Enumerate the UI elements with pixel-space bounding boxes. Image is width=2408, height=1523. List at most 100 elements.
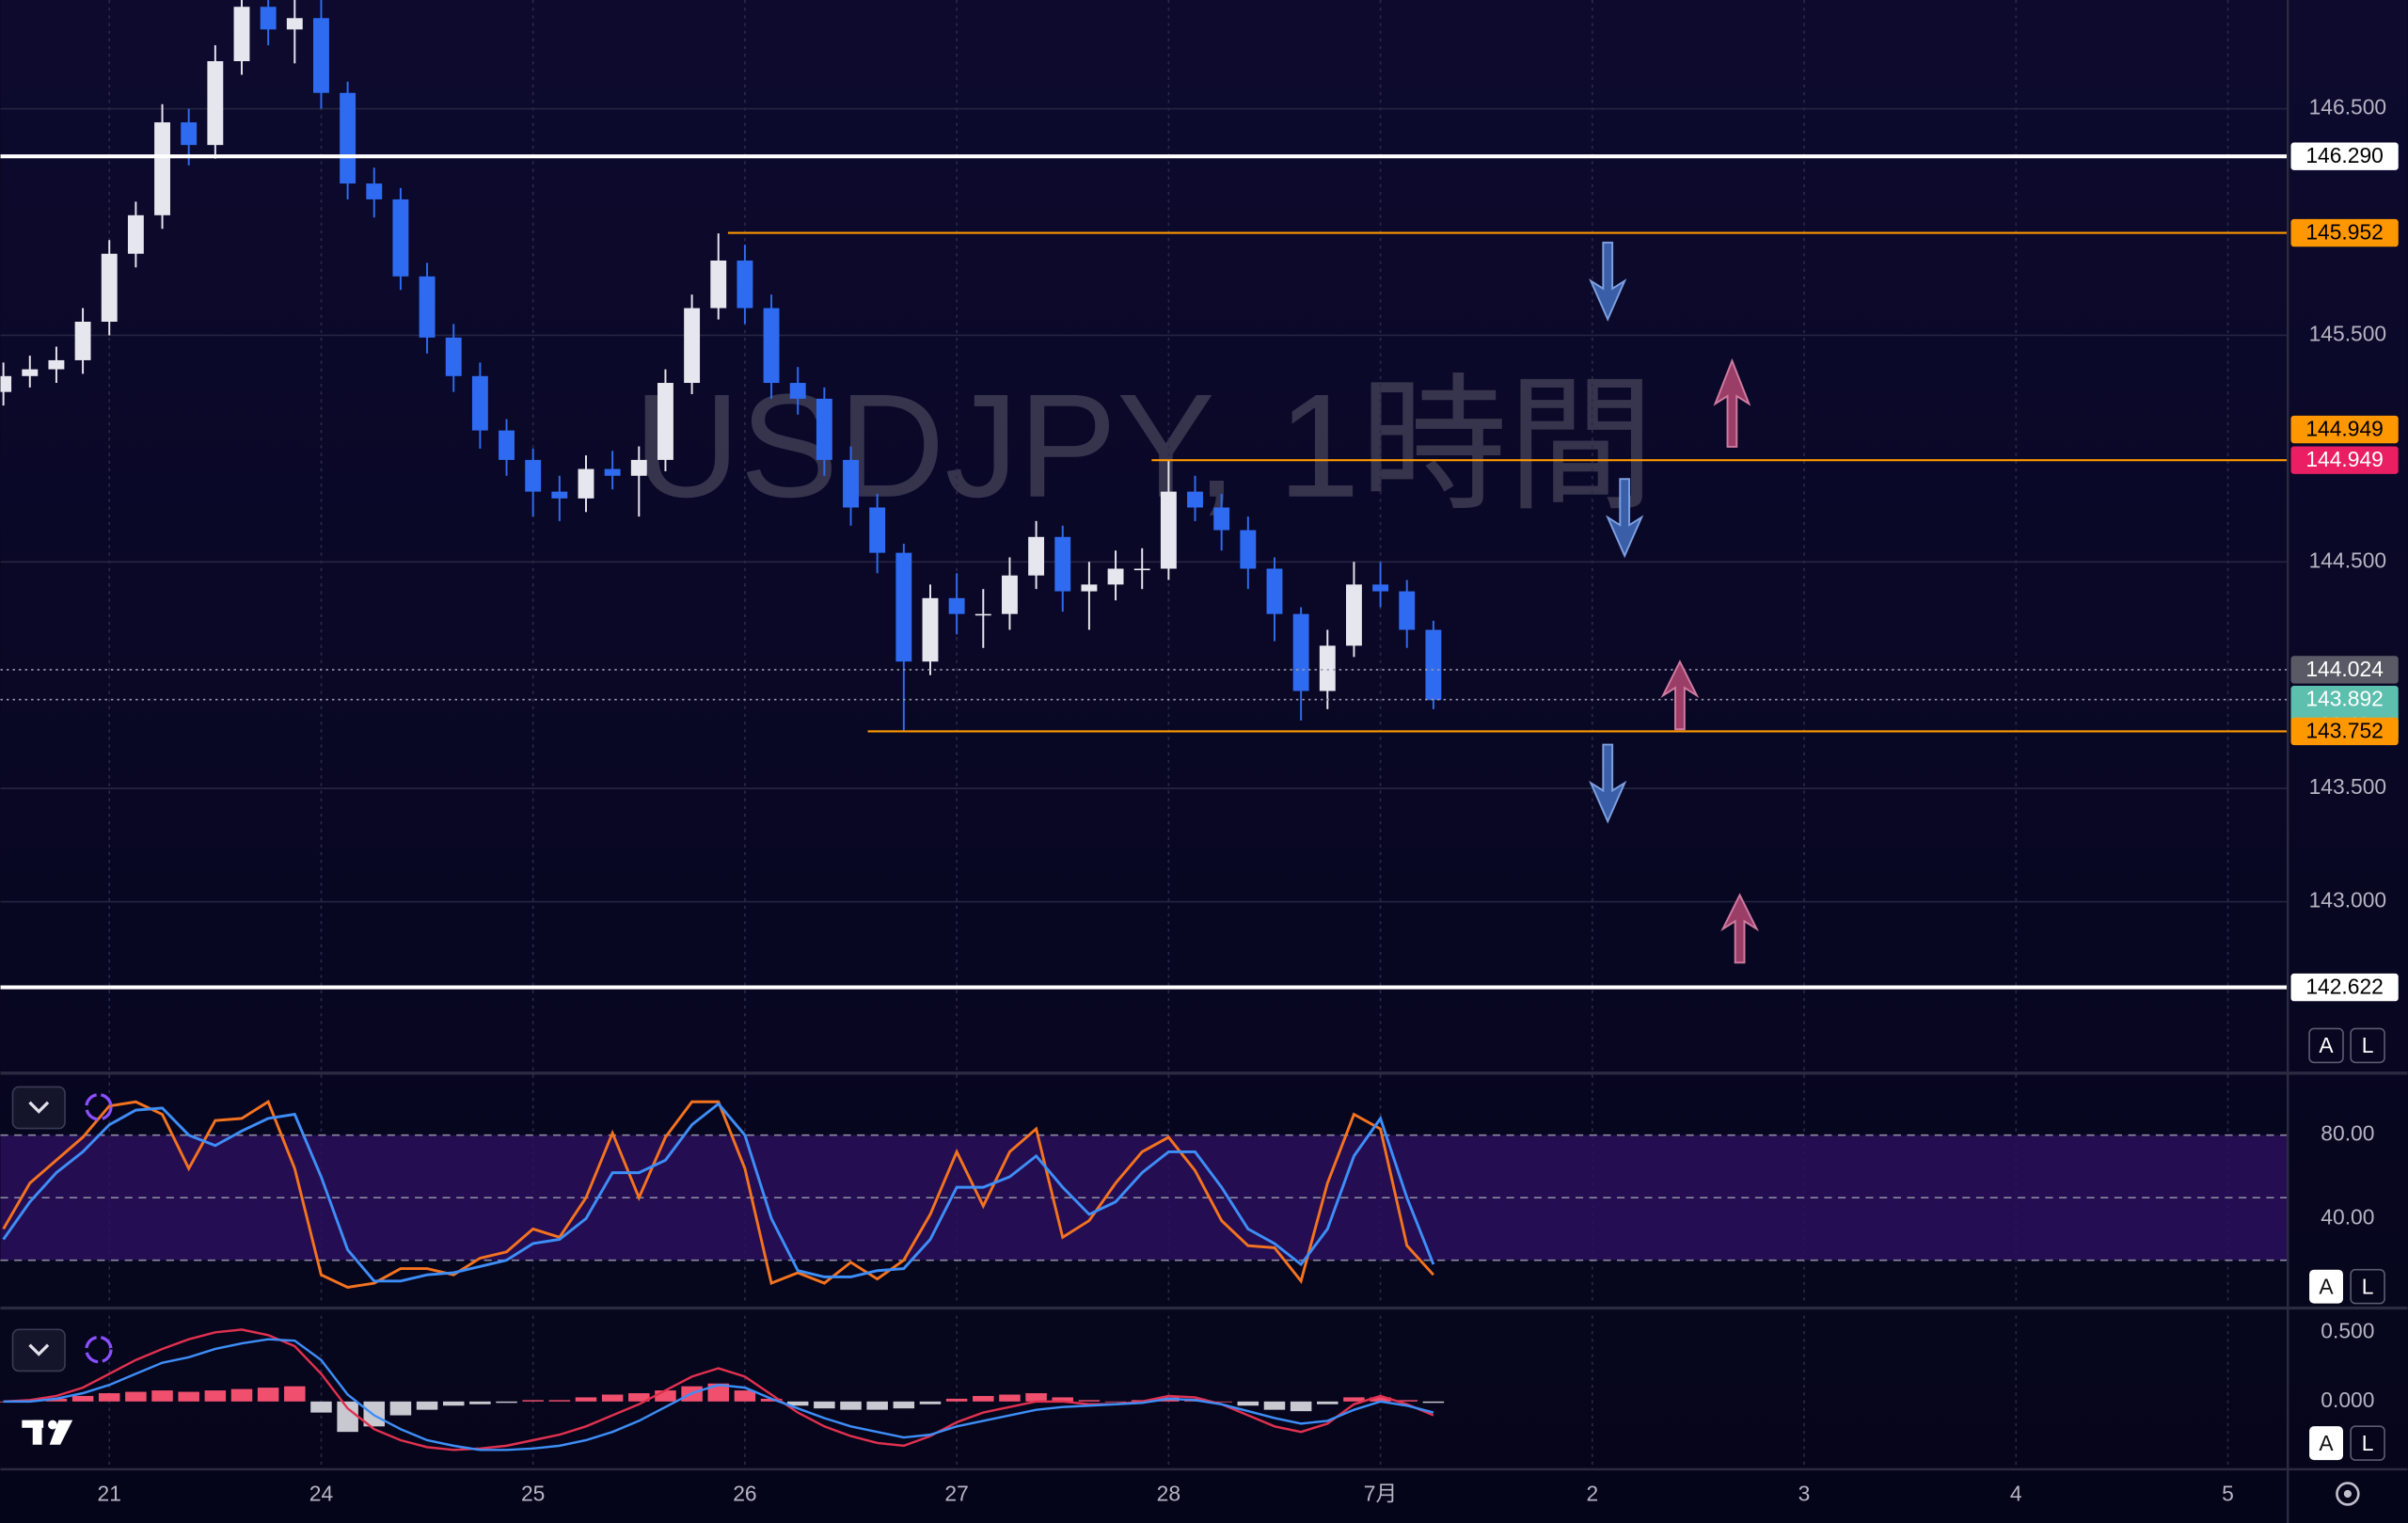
candle-body — [1319, 645, 1336, 691]
candle-body — [1240, 530, 1257, 569]
x-tick-label: 3 — [1798, 1482, 1811, 1506]
candle-body — [737, 260, 753, 309]
auto-label: A — [2319, 1274, 2334, 1298]
candle-body — [392, 198, 409, 277]
candle-body — [763, 308, 780, 384]
histogram-bar — [973, 1395, 994, 1402]
auto-button[interactable] — [2309, 1426, 2343, 1461]
histogram-bar — [1370, 1397, 1391, 1402]
down-arrow — [1589, 241, 1627, 322]
price-label: 145.952 — [2305, 219, 2384, 244]
up-arrow — [1720, 893, 1759, 964]
candle-body — [22, 369, 39, 376]
log-button[interactable] — [2350, 1027, 2385, 1064]
candle-body — [286, 18, 303, 30]
histogram-bar — [1078, 1400, 1101, 1402]
auto-button[interactable] — [2309, 1269, 2343, 1304]
log-button[interactable] — [2350, 1425, 2385, 1461]
auto-label: A — [2319, 1033, 2334, 1057]
x-tick-label: 5 — [2222, 1482, 2234, 1506]
down-arrow — [1589, 743, 1627, 824]
log-label: L — [2362, 1431, 2374, 1455]
price-label: 146.290 — [2305, 143, 2384, 167]
price-label-bg — [2290, 446, 2399, 474]
logo-part — [49, 1420, 73, 1445]
candle-body — [1107, 568, 1124, 585]
up-arrow — [1713, 357, 1751, 448]
candle-body — [0, 375, 12, 392]
histogram-bar — [125, 1391, 147, 1402]
candle-body — [684, 308, 701, 384]
series-line — [2, 1100, 1434, 1290]
collapse-button[interactable] — [11, 1086, 66, 1130]
histogram-bar — [496, 1401, 517, 1404]
price-label-bg — [2290, 415, 2399, 444]
histogram-bar — [416, 1401, 438, 1410]
candle-body — [1081, 584, 1098, 592]
candle-body — [207, 61, 224, 146]
histogram-bar — [1104, 1401, 1127, 1403]
axes: 21 24 25 26 27 28 7月 2 3 4 5 143.000 143.500 144.500 1… — [98, 95, 2399, 1506]
candle-body — [1133, 568, 1150, 571]
histogram-bar — [1343, 1397, 1365, 1402]
candle-body — [1160, 491, 1177, 569]
indicator-icon[interactable] — [85, 1335, 113, 1364]
candle-body — [1425, 629, 1442, 701]
arrows — [1589, 241, 1644, 824]
candle-body — [895, 552, 912, 662]
y-tick-label: 143.500 — [2309, 774, 2387, 799]
watermark: USDJPY, 1時間 — [634, 364, 1655, 529]
band — [0, 1134, 2289, 1261]
candle-body — [313, 18, 329, 93]
candle-body — [181, 122, 198, 146]
histogram-bar — [1052, 1397, 1074, 1402]
candle-body — [499, 430, 515, 460]
histogram-bar — [442, 1401, 465, 1406]
histogram-bar — [919, 1401, 942, 1404]
logo-part — [32, 1420, 42, 1445]
price-label: 144.949 — [2305, 447, 2384, 471]
histogram-bar — [310, 1401, 332, 1413]
ui-buttons: A L A L A L — [2308, 1027, 2385, 1506]
histogram-bar — [1317, 1401, 1339, 1404]
arrows — [1660, 357, 1759, 964]
candle-body — [1054, 536, 1071, 592]
candle-body — [419, 276, 436, 338]
histogram-bar — [575, 1397, 597, 1402]
histogram-bar — [893, 1401, 915, 1409]
price-label: 143.892 — [2305, 687, 2384, 711]
candle-body — [233, 7, 250, 62]
collapse-button[interactable] — [11, 1328, 66, 1372]
settings-icon[interactable] — [2336, 1482, 2360, 1506]
candle-body — [101, 253, 118, 322]
candle-body — [1372, 584, 1389, 592]
histogram-bar — [284, 1386, 306, 1402]
candle-body — [1001, 575, 1018, 614]
auto-button[interactable] — [2308, 1027, 2344, 1064]
y-tick-label: 146.500 — [2309, 95, 2387, 119]
histogram-bar — [814, 1401, 835, 1409]
histogram-bar — [548, 1400, 571, 1402]
histogram-bar — [734, 1390, 756, 1402]
histogram-bar — [786, 1401, 809, 1406]
histogram-bar — [1422, 1401, 1445, 1404]
candle-body — [471, 375, 488, 431]
histogram-bar — [1396, 1400, 1418, 1402]
histogram-bar — [469, 1401, 491, 1404]
histogram-bar — [204, 1390, 227, 1402]
histogram-bar — [1263, 1401, 1286, 1410]
candle-body — [657, 383, 673, 460]
series-line — [3, 1338, 1434, 1452]
price-label: 144.024 — [2305, 657, 2384, 681]
candle-body — [551, 491, 568, 499]
histogram-bar — [1237, 1401, 1259, 1406]
log-button[interactable] — [2350, 1268, 2385, 1305]
x-tick-label: 7月 — [1364, 1482, 1398, 1506]
candle-body — [869, 507, 886, 553]
histogram-bar — [1025, 1393, 1047, 1402]
histogram-bar — [945, 1398, 968, 1402]
x-tick-label: 28 — [1157, 1482, 1180, 1506]
price-pane: USDJPY, 1時間 — [0, 0, 2289, 1072]
price-label-bg — [2290, 717, 2399, 746]
